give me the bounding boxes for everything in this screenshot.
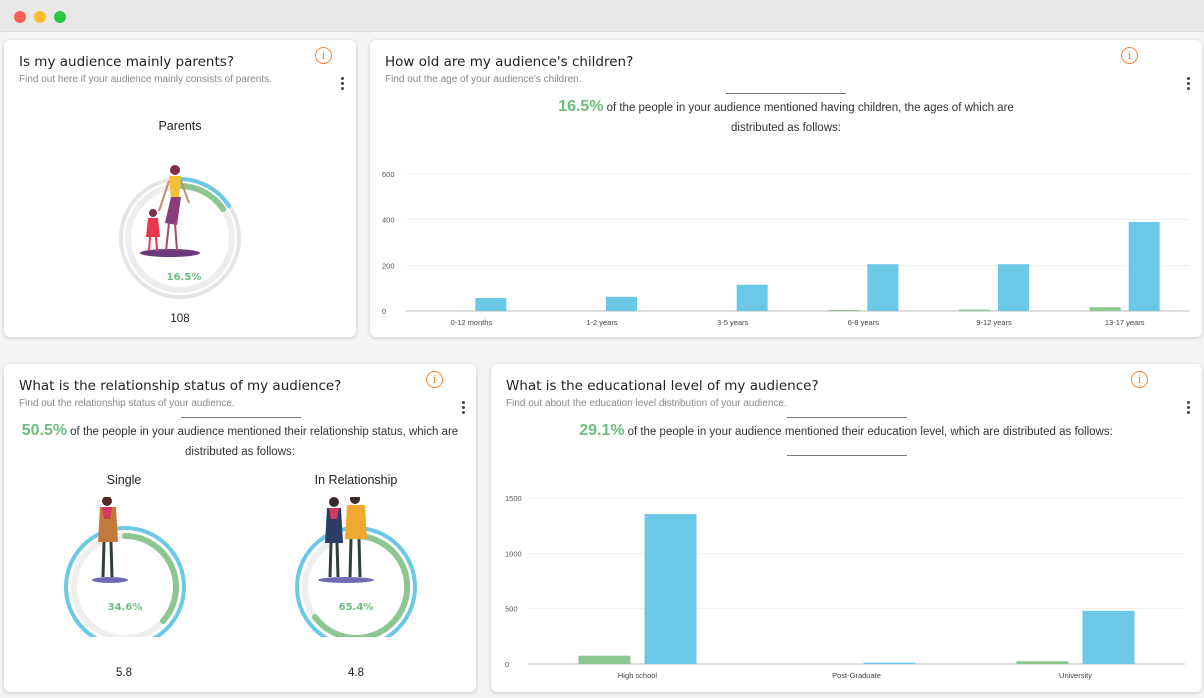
education-card: What is the educational level of my audi… bbox=[491, 364, 1202, 692]
divider bbox=[726, 93, 846, 94]
relationship-label: In Relationship bbox=[314, 473, 398, 487]
y-tick-label: 0 bbox=[382, 307, 386, 316]
card-subtitle: Find out here if your audience mainly co… bbox=[19, 74, 272, 85]
bar bbox=[644, 514, 697, 664]
y-tick-label: 500 bbox=[505, 605, 518, 614]
info-icon[interactable]: i bbox=[1121, 47, 1138, 64]
donut-count: 108 bbox=[170, 313, 190, 325]
x-tick-label: 1-2 years bbox=[586, 318, 618, 327]
summary-line2: distributed as follows: bbox=[731, 122, 841, 134]
minimize-window-button[interactable] bbox=[34, 11, 46, 23]
couple-illustration bbox=[318, 497, 374, 583]
card-title: Is my audience mainly parents? bbox=[19, 54, 234, 70]
divider bbox=[787, 455, 907, 456]
x-tick-label: High school bbox=[618, 671, 658, 680]
bar bbox=[867, 264, 899, 311]
bar bbox=[736, 284, 768, 311]
summary-line1: of the people in your audience mentioned… bbox=[627, 426, 1113, 438]
y-tick-label: 1500 bbox=[505, 494, 522, 503]
parents-donut: 16.5% bbox=[119, 165, 241, 299]
relationship-percent: 65.4% bbox=[339, 602, 374, 613]
bar bbox=[863, 662, 916, 664]
maximize-window-button[interactable] bbox=[54, 11, 66, 23]
card-subtitle: Find out the age of your audience's chil… bbox=[385, 74, 582, 85]
x-tick-label: 3-5 years bbox=[717, 318, 749, 327]
summary-text: 16.5% of the people in your audience ment… bbox=[520, 97, 1052, 138]
divider bbox=[787, 417, 907, 418]
x-tick-label: 9-12 years bbox=[976, 318, 1012, 327]
relationship-card: What is the relationship status of my au… bbox=[4, 364, 476, 692]
kebab-menu-icon[interactable] bbox=[1185, 77, 1191, 91]
single-count: 5.8 bbox=[116, 667, 132, 679]
summary-line1: of the people in your audience mentioned… bbox=[606, 102, 1014, 114]
kebab-menu-icon[interactable] bbox=[339, 77, 345, 91]
summary-line1: of the people in your audience mentioned… bbox=[70, 426, 459, 438]
info-icon[interactable]: i bbox=[426, 371, 443, 388]
bar bbox=[998, 264, 1029, 311]
x-tick-label: 6-8 years bbox=[848, 318, 880, 327]
summary-percent: 50.5% bbox=[21, 422, 68, 439]
y-tick-label: 600 bbox=[382, 170, 395, 179]
y-tick-label: 200 bbox=[382, 261, 395, 270]
bar bbox=[475, 297, 507, 311]
kebab-menu-icon[interactable] bbox=[460, 401, 466, 415]
relationship-count: 4.8 bbox=[348, 667, 364, 679]
card-title: What is the educational level of my audi… bbox=[506, 378, 819, 394]
bar bbox=[1082, 610, 1135, 664]
single-label: Single bbox=[106, 473, 142, 487]
bar bbox=[1128, 221, 1160, 311]
summary-percent: 29.1% bbox=[579, 422, 625, 439]
single-person-illustration bbox=[92, 497, 128, 583]
bar bbox=[1089, 307, 1121, 311]
parents-card: Is my audience mainly parents? Find out … bbox=[4, 40, 356, 337]
bar bbox=[578, 655, 631, 664]
x-tick-label: University bbox=[1059, 671, 1092, 680]
y-tick-label: 0 bbox=[505, 660, 509, 669]
children-card: How old are my audience's children? Find… bbox=[370, 40, 1202, 337]
card-title: What is the relationship status of my au… bbox=[19, 378, 342, 394]
window-titlebar bbox=[0, 0, 1204, 32]
close-window-button[interactable] bbox=[14, 11, 26, 23]
x-tick-label: Post-Graduate bbox=[832, 671, 881, 680]
bar bbox=[828, 310, 860, 311]
summary-text: 29.1% of the people in your audience ment… bbox=[551, 421, 1141, 442]
info-icon[interactable]: i bbox=[315, 47, 332, 64]
parents-percent: 16.5% bbox=[167, 272, 202, 283]
card-subtitle: Find out the relationship status of your… bbox=[19, 398, 235, 409]
info-icon[interactable]: i bbox=[1131, 371, 1148, 388]
x-tick-label: 0-12 months bbox=[450, 318, 492, 327]
parent-child-illustration bbox=[140, 165, 200, 257]
single-percent: 34.6% bbox=[108, 602, 143, 613]
divider bbox=[181, 417, 301, 418]
bar bbox=[606, 296, 637, 311]
x-tick-label: 13-17 years bbox=[1105, 318, 1145, 327]
summary-percent: 16.5% bbox=[558, 98, 604, 115]
education-level-chart: 0 500 1000 1500 High school Post-Graduate Univ… bbox=[505, 494, 1185, 680]
card-title: How old are my audience's children? bbox=[385, 54, 634, 70]
donut-label: Parents bbox=[158, 119, 202, 133]
y-tick-label: 400 bbox=[382, 216, 395, 225]
y-tick-label: 1000 bbox=[505, 549, 522, 558]
card-subtitle: Find out about the education level distr… bbox=[506, 398, 787, 409]
children-age-chart: 0 200 400 600 0-12 months 1-2 years 3-5 years 6… bbox=[382, 170, 1190, 327]
bar bbox=[1016, 661, 1069, 664]
summary-text: 50.5% of the people in your audience ment… bbox=[8, 421, 472, 462]
summary-line2: distributed as follows: bbox=[185, 446, 295, 458]
bar bbox=[959, 309, 990, 311]
relationship-donut: 65.4% bbox=[295, 497, 417, 637]
single-donut: 34.6% bbox=[64, 497, 186, 637]
kebab-menu-icon[interactable] bbox=[1185, 401, 1191, 415]
